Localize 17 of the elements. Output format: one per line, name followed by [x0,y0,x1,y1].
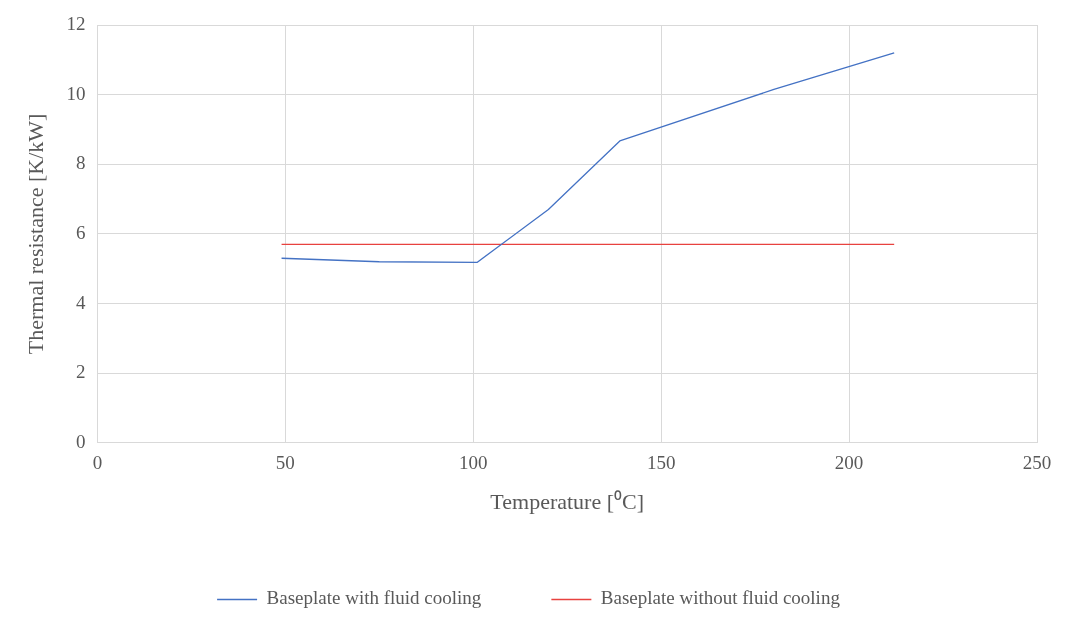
y-tick-label: 12 [66,12,86,34]
x-tick-label: 100 [458,452,488,474]
y-tick-label: 6 [75,221,86,243]
x-tick-label: 50 [275,452,295,474]
x-axis-title: Temperature [⁰C] [490,488,645,514]
y-tick-label: 2 [75,361,86,383]
x-tick-label: 250 [1022,452,1052,474]
y-tick-label: 10 [66,82,86,104]
y-tick-label: 8 [75,152,86,174]
x-tick-label: 200 [834,452,864,474]
legend-label: Baseplate without fluid cooling [600,587,841,609]
y-tick-label: 0 [75,430,86,452]
y-tick-label: 4 [75,291,86,313]
legend-label: Baseplate with fluid cooling [266,587,482,609]
x-tick-label: 0 [92,452,103,474]
y-axis-title: Thermal resistance [K/kW] [22,113,48,355]
x-tick-label: 150 [646,452,676,474]
